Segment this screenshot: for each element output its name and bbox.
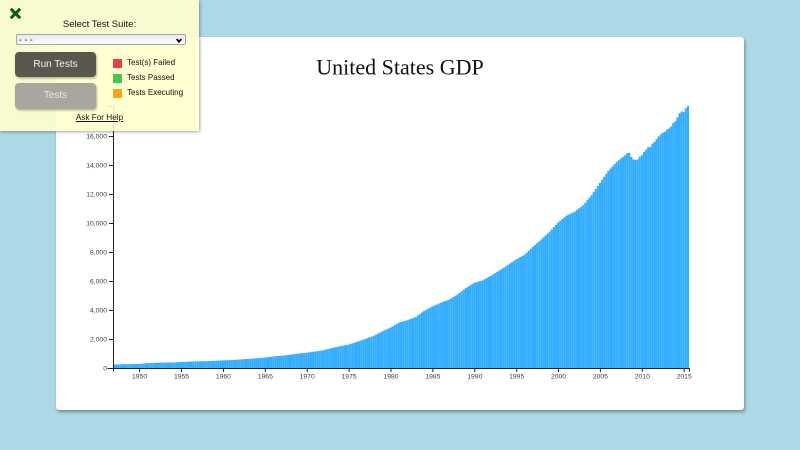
- svg-text:1960: 1960: [216, 374, 231, 381]
- svg-text:1990: 1990: [467, 374, 482, 381]
- svg-text:16,000: 16,000: [86, 134, 107, 141]
- svg-text:2005: 2005: [593, 374, 608, 381]
- svg-text:1970: 1970: [300, 374, 315, 381]
- svg-text:2015: 2015: [677, 374, 692, 381]
- svg-text:United States GDP: United States GDP: [316, 55, 483, 80]
- svg-text:0: 0: [103, 366, 107, 373]
- svg-text:2,000: 2,000: [90, 337, 107, 344]
- svg-text:1985: 1985: [425, 374, 440, 381]
- svg-text:6,000: 6,000: [90, 279, 107, 286]
- svg-text:2010: 2010: [635, 374, 650, 381]
- svg-text:1965: 1965: [258, 374, 273, 381]
- svg-text:1975: 1975: [342, 374, 357, 381]
- svg-text:8,000: 8,000: [90, 250, 107, 257]
- svg-text:1995: 1995: [509, 374, 524, 381]
- svg-text:1950: 1950: [132, 374, 147, 381]
- svg-text:1980: 1980: [383, 374, 398, 381]
- svg-text:1955: 1955: [174, 374, 189, 381]
- svg-text:2000: 2000: [551, 374, 566, 381]
- svg-text:4,000: 4,000: [90, 308, 107, 315]
- svg-text:14,000: 14,000: [86, 163, 107, 170]
- svg-text:10,000: 10,000: [86, 221, 107, 228]
- svg-text:12,000: 12,000: [86, 192, 107, 199]
